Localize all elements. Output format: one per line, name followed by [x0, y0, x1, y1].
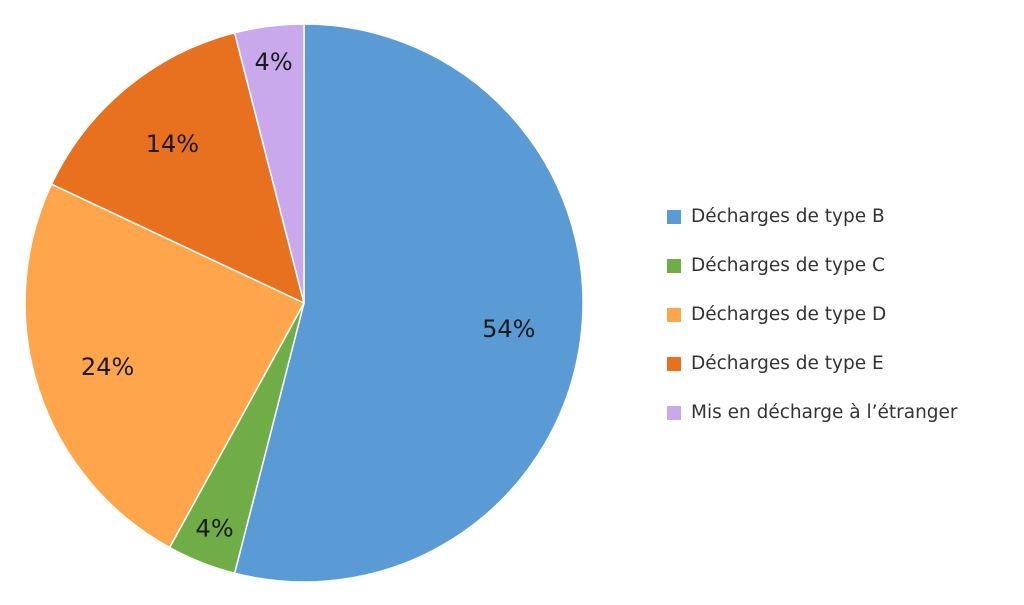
data-label-decharges-de-type-c: 4%: [196, 515, 234, 543]
legend-swatch: [667, 356, 681, 371]
data-label-decharges-de-type-d: 24%: [81, 353, 134, 381]
pie-slice-decharges-de-type-b: [233, 23, 584, 583]
legend-swatch: [667, 405, 681, 420]
data-label-decharges-de-type-e: 14%: [146, 130, 199, 158]
legend-item-decharges-de-type-e: Décharges de type E: [667, 339, 958, 388]
legend-swatch: [667, 209, 681, 224]
legend-label: Décharges de type B: [691, 206, 885, 227]
legend: Décharges de type B Décharges de type C Dé…: [667, 192, 958, 437]
legend-label: Décharges de type E: [691, 353, 884, 374]
legend-item-decharges-de-type-c: Décharges de type C: [667, 241, 958, 290]
legend-swatch: [667, 307, 681, 322]
data-label-decharges-de-type-b: 54%: [482, 315, 535, 343]
legend-item-mis-en-decharge-a-l-etranger: Mis en décharge à l’étranger: [667, 388, 958, 437]
pie-slice-decharges-de-type-e: [50, 32, 305, 304]
pie-data-labels: 54% 4% 24% 14% 4%: [81, 48, 536, 543]
legend-label: Décharges de type C: [691, 255, 885, 276]
pie-slices: [24, 23, 584, 583]
legend-item-decharges-de-type-b: Décharges de type B: [667, 192, 958, 241]
pie-slice-decharges-de-type-d: [24, 183, 305, 549]
data-label-mis-en-decharge-a-l-etranger: 4%: [255, 48, 293, 76]
legend-swatch: [667, 258, 681, 273]
pie-slice-mis-en-decharge-a-l-etranger: [233, 23, 305, 304]
legend-item-decharges-de-type-d: Décharges de type D: [667, 290, 958, 339]
legend-label: Mis en décharge à l’étranger: [691, 402, 958, 423]
legend-label: Décharges de type D: [691, 304, 887, 325]
